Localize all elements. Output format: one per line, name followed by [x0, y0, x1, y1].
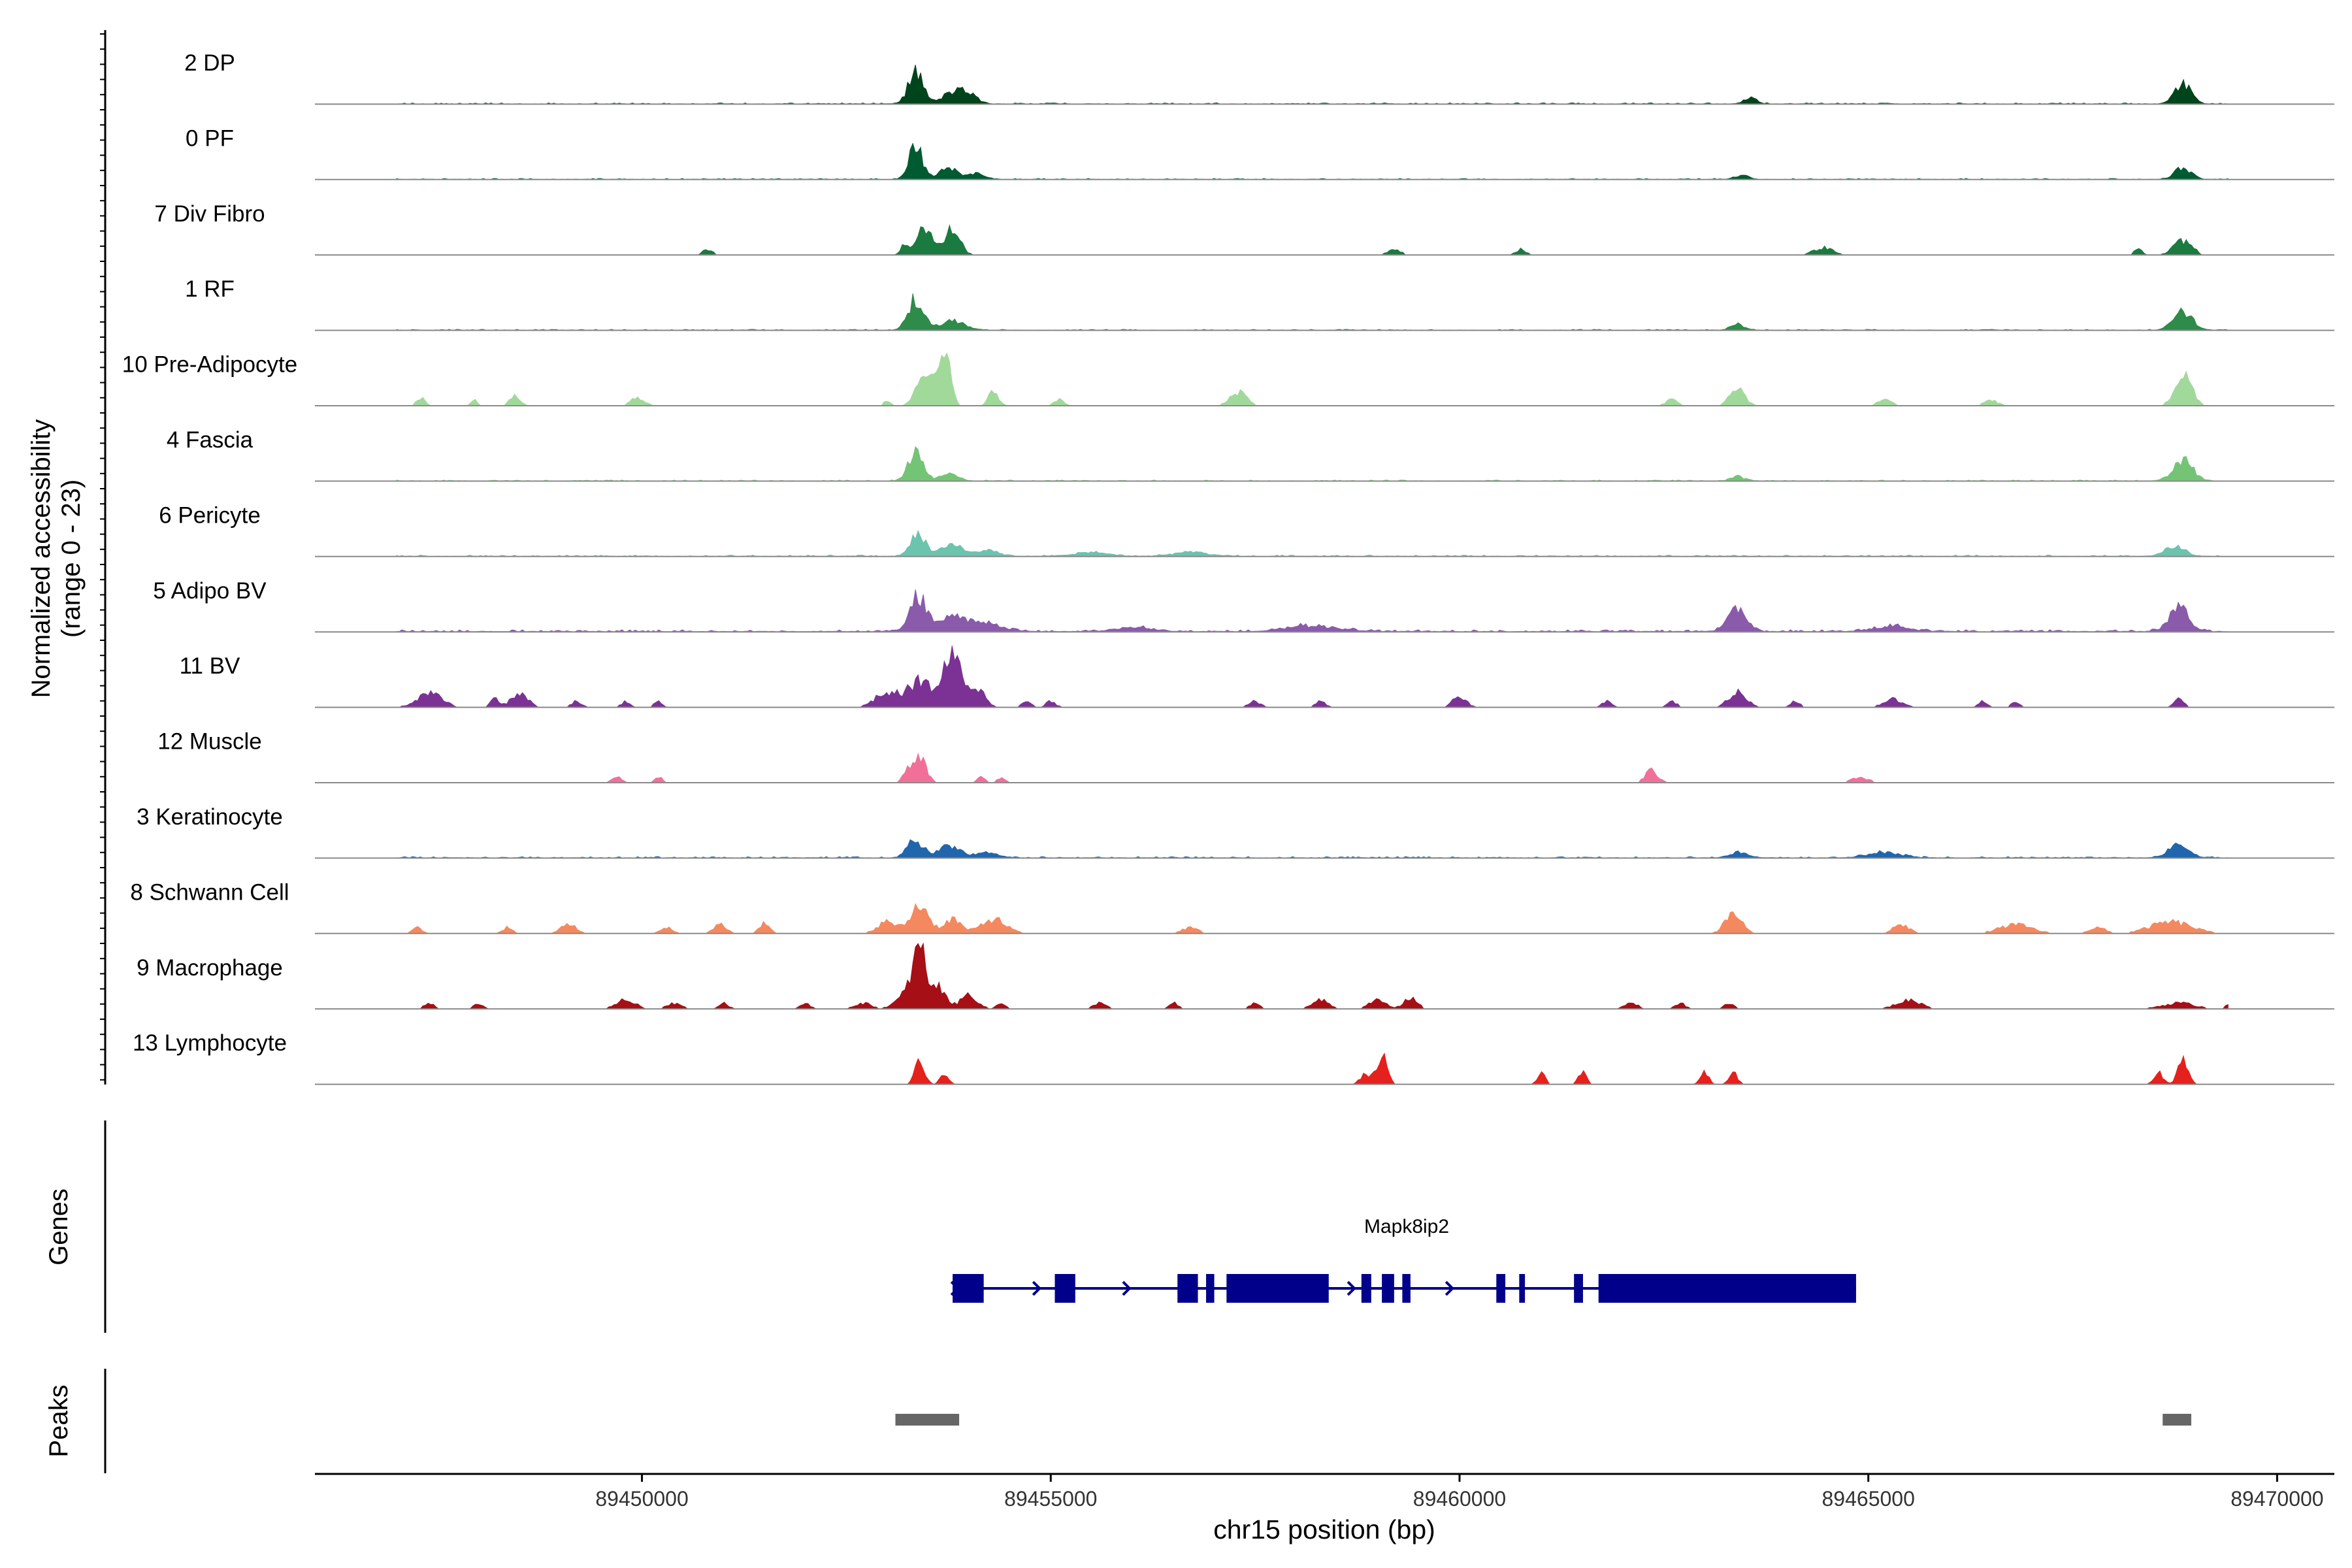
track-label-9: 11 BV: [180, 653, 240, 679]
track-label-7: 6 Pericyte: [159, 502, 261, 528]
x-axis-ticks: 89450000 89455000 89460000 89465000 89470000: [595, 1474, 2324, 1511]
track-5: 10 Pre-Adipocyte: [122, 352, 2334, 406]
track-12: 8 Schwann Cell: [130, 879, 2334, 934]
track-3: 7 Div Fibro: [154, 201, 2334, 256]
y-axis-label-line1: Normalized accessibility: [27, 419, 56, 698]
track-14: 13 Lymphocyte: [133, 1030, 2334, 1085]
gene-exon: [1361, 1274, 1371, 1303]
track-label-10: 12 Muscle: [157, 729, 262, 755]
gene-exon: [1177, 1274, 1198, 1303]
gene-exon: [1574, 1274, 1583, 1303]
gene-exon: [1402, 1274, 1411, 1303]
gene-exon: [1496, 1274, 1506, 1303]
x-tick-label: 89455000: [1004, 1487, 1097, 1511]
track-label-14: 13 Lymphocyte: [133, 1030, 287, 1056]
coverage-y-ticks: [100, 33, 105, 1081]
strand-arrow: [1445, 1281, 1455, 1296]
track-7: 6 Pericyte: [159, 502, 2334, 557]
track-9: 11 BV: [180, 645, 2334, 708]
track-label-13: 9 Macrophage: [137, 955, 283, 981]
gene-exon: [1598, 1274, 1856, 1303]
track-13: 9 Macrophage: [137, 942, 2334, 1010]
track-8: 5 Adipo BV: [153, 578, 2334, 633]
track-6: 4 Fascia: [167, 427, 2334, 482]
gene-exon: [1226, 1274, 1329, 1303]
x-tick-label: 89470000: [2230, 1487, 2323, 1511]
track-10: 12 Muscle: [157, 729, 2334, 783]
strand-arrow: [1347, 1281, 1356, 1296]
strand-arrow: [1032, 1281, 1042, 1296]
track-label-6: 4 Fascia: [167, 427, 253, 453]
peak-region: [2163, 1414, 2192, 1426]
gene-exon: [953, 1274, 984, 1303]
track-label-4: 1 RF: [185, 276, 235, 302]
peaks-track: [895, 1414, 2192, 1426]
gene-exon: [1382, 1274, 1394, 1303]
strand-arrow: [1122, 1281, 1132, 1296]
track-11: 3 Keratinocyte: [137, 804, 2334, 859]
x-axis-title: chr15 position (bp): [1213, 1514, 1435, 1544]
track-label-12: 8 Schwann Cell: [130, 879, 289, 905]
track-label-8: 5 Adipo BV: [153, 578, 267, 604]
track-1: 2 DP: [184, 50, 2334, 105]
x-tick-label: 89460000: [1413, 1487, 1506, 1511]
coverage-tracks: 2 DP 0 PF 7 Div Fibro 1 RF 10 Pre-Adipocyte 4…: [122, 50, 2334, 1085]
gene-exon: [1054, 1274, 1075, 1303]
x-tick-label: 89465000: [1822, 1487, 1915, 1511]
y-axis-label-line2: (range 0 - 23): [57, 480, 86, 638]
genes-panel-label: Genes: [44, 1188, 73, 1266]
x-tick-label: 89450000: [595, 1487, 688, 1511]
track-label-2: 0 PF: [186, 125, 234, 151]
gene-model: [950, 1274, 1856, 1303]
track-label-11: 3 Keratinocyte: [137, 804, 283, 830]
track-label-5: 10 Pre-Adipocyte: [122, 352, 297, 378]
peak-region: [895, 1414, 960, 1426]
track-2: 0 PF: [186, 125, 2334, 180]
track-label-1: 2 DP: [184, 50, 235, 76]
gene-name-label: Mapk8ip2: [1364, 1216, 1449, 1237]
gene-exon: [1519, 1274, 1526, 1303]
gene-exon: [1206, 1274, 1215, 1303]
track-label-3: 7 Div Fibro: [154, 201, 265, 227]
track-4: 1 RF: [185, 276, 2334, 331]
peaks-panel-label: Peaks: [44, 1384, 73, 1457]
